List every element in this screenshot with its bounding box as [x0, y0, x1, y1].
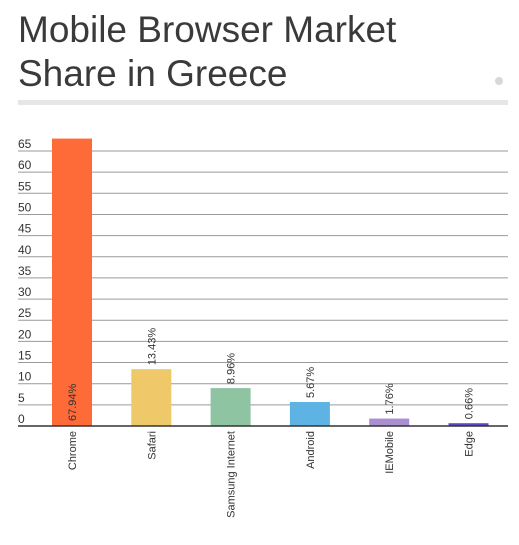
- y-tick-label: 0: [18, 412, 25, 426]
- menu-dot-icon[interactable]: [495, 77, 503, 85]
- bar: [289, 402, 330, 426]
- y-tick-label: 15: [18, 349, 32, 363]
- bar: [210, 388, 251, 426]
- y-tick-label: 55: [18, 179, 32, 193]
- y-tick-label: 35: [18, 264, 32, 278]
- bar: [52, 138, 92, 427]
- y-tick-label: 20: [18, 327, 32, 341]
- data-label: 0.66%: [464, 388, 476, 419]
- x-tick-label: Chrome: [67, 431, 79, 470]
- chart-title: Mobile Browser Market Share in Greece: [18, 9, 397, 94]
- y-tick-label: 25: [18, 306, 32, 320]
- x-tick-label: Samsung Internet: [226, 431, 238, 518]
- x-tick-label: Android: [305, 431, 317, 469]
- y-tick-label: 30: [18, 285, 32, 299]
- x-tick-label: Safari: [146, 431, 158, 460]
- y-tick-label: 65: [18, 137, 32, 151]
- data-label: 5.67%: [305, 367, 317, 398]
- data-label: 8.96%: [226, 353, 238, 384]
- bar: [448, 423, 489, 426]
- data-label: 13.43%: [146, 328, 158, 366]
- y-tick-label: 45: [18, 222, 32, 236]
- bar: [369, 418, 410, 426]
- bar: [131, 369, 172, 426]
- title-divider: [18, 100, 508, 105]
- x-tick-label: IEMobile: [384, 431, 396, 474]
- data-label: 67.94%: [67, 383, 79, 421]
- y-tick-label: 50: [18, 200, 32, 214]
- x-tick-label: Edge: [464, 431, 476, 457]
- y-tick-label: 40: [18, 243, 32, 257]
- data-label: 1.76%: [384, 383, 396, 414]
- y-tick-label: 5: [18, 391, 25, 405]
- y-tick-label: 60: [18, 158, 32, 172]
- y-tick-label: 10: [18, 370, 32, 384]
